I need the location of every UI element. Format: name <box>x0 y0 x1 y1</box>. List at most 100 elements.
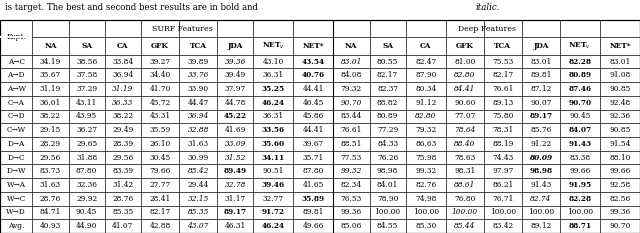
Text: 31.19: 31.19 <box>40 85 61 93</box>
Text: 31.17: 31.17 <box>225 195 246 203</box>
Text: 31.52: 31.52 <box>225 154 246 162</box>
Text: CA: CA <box>420 42 431 50</box>
Text: JDA: JDA <box>533 42 548 50</box>
Text: 76.53: 76.53 <box>341 195 362 203</box>
Text: 83.44: 83.44 <box>341 113 362 120</box>
Text: 99.36: 99.36 <box>609 209 630 216</box>
Text: 26.10: 26.10 <box>149 140 171 148</box>
Text: 84.41: 84.41 <box>454 85 476 93</box>
Text: 85.76: 85.76 <box>531 126 552 134</box>
Text: 75.80: 75.80 <box>492 113 513 120</box>
Text: 36.94: 36.94 <box>188 113 209 120</box>
Text: 33.56: 33.56 <box>262 126 285 134</box>
Text: 29.44: 29.44 <box>188 181 209 189</box>
Text: A→D: A→D <box>8 71 25 79</box>
Text: 36.31: 36.31 <box>263 71 284 79</box>
Text: 39.36: 39.36 <box>225 58 246 66</box>
Text: 35.67: 35.67 <box>40 71 61 79</box>
Text: 45.86: 45.86 <box>303 113 324 120</box>
Text: A→W: A→W <box>6 85 26 93</box>
Text: 81.00: 81.00 <box>454 58 476 66</box>
Text: A→C: A→C <box>8 58 25 66</box>
Text: 41.69: 41.69 <box>225 126 246 134</box>
Text: 100.00: 100.00 <box>490 209 516 216</box>
Text: 35.89: 35.89 <box>302 195 325 203</box>
Text: 38.22: 38.22 <box>113 113 133 120</box>
Text: 90.70: 90.70 <box>609 222 630 230</box>
Text: 41.70: 41.70 <box>149 85 171 93</box>
Text: 28.76: 28.76 <box>112 195 134 203</box>
Text: 90.60: 90.60 <box>454 99 476 107</box>
Text: 90.45: 90.45 <box>76 209 97 216</box>
Text: 85.44: 85.44 <box>454 222 476 230</box>
Text: 88.71: 88.71 <box>568 222 591 230</box>
Text: 87.80: 87.80 <box>76 167 97 175</box>
Text: 76.71: 76.71 <box>492 195 513 203</box>
Text: 33.84: 33.84 <box>112 58 133 66</box>
Text: 83.39: 83.39 <box>112 167 133 175</box>
Text: 45.72: 45.72 <box>149 99 171 107</box>
Text: italic.: italic. <box>476 3 500 13</box>
Text: 46.24: 46.24 <box>262 99 285 107</box>
Text: SURF Features: SURF Features <box>152 24 213 33</box>
Text: 91.08: 91.08 <box>609 71 630 79</box>
Text: 32.15: 32.15 <box>188 195 209 203</box>
Text: JDA: JDA <box>227 42 243 50</box>
Text: NET*: NET* <box>609 42 631 50</box>
Text: 39.46: 39.46 <box>262 181 285 189</box>
Text: SA: SA <box>382 42 393 50</box>
Text: NET*: NET* <box>303 42 324 50</box>
Text: 89.17: 89.17 <box>223 209 247 216</box>
Text: 39.67: 39.67 <box>303 140 324 148</box>
Text: 46.24: 46.24 <box>262 222 285 230</box>
Text: 33.90: 33.90 <box>188 85 209 93</box>
Text: 28.39: 28.39 <box>112 140 133 148</box>
Text: 82.34: 82.34 <box>341 181 362 189</box>
Text: 90.70: 90.70 <box>568 99 591 107</box>
Text: 33.09: 33.09 <box>225 140 246 148</box>
Text: 46.31: 46.31 <box>225 222 246 230</box>
Text: 44.41: 44.41 <box>303 85 324 93</box>
Text: 36.33: 36.33 <box>112 99 134 107</box>
Text: D→W: D→W <box>6 167 26 175</box>
Text: 78.63: 78.63 <box>454 154 476 162</box>
Text: W→C: W→C <box>6 195 26 203</box>
Text: 43.54: 43.54 <box>302 58 325 66</box>
Text: 35.71: 35.71 <box>303 154 324 162</box>
Text: 28.76: 28.76 <box>40 195 61 203</box>
Text: GFK: GFK <box>151 42 169 50</box>
Text: 89.12: 89.12 <box>531 222 552 230</box>
Text: 74.43: 74.43 <box>492 154 513 162</box>
Text: 84.71: 84.71 <box>40 209 61 216</box>
Text: NET$_v$: NET$_v$ <box>568 41 591 51</box>
Text: 77.07: 77.07 <box>454 113 476 120</box>
Text: 85.35: 85.35 <box>188 209 209 216</box>
Text: 75.53: 75.53 <box>492 58 513 66</box>
Text: 83.01: 83.01 <box>340 58 362 66</box>
Text: 34.40: 34.40 <box>149 71 171 79</box>
Text: TCA: TCA <box>494 42 511 50</box>
Text: 100.00: 100.00 <box>567 209 593 216</box>
Text: 79.32: 79.32 <box>415 126 436 134</box>
Text: 90.70: 90.70 <box>340 99 362 107</box>
Text: 84.08: 84.08 <box>340 71 362 79</box>
Text: 84.07: 84.07 <box>568 126 591 134</box>
Text: 34.11: 34.11 <box>262 154 285 162</box>
Text: 99.66: 99.66 <box>609 167 630 175</box>
Text: 89.17: 89.17 <box>529 113 552 120</box>
Text: 91.72: 91.72 <box>262 209 285 216</box>
Text: GFK: GFK <box>456 42 474 50</box>
Text: C→A: C→A <box>8 99 25 107</box>
Text: 39.49: 39.49 <box>225 71 246 79</box>
Text: 36.27: 36.27 <box>76 126 97 134</box>
Text: 83.01: 83.01 <box>531 58 552 66</box>
Text: 27.77: 27.77 <box>149 181 171 189</box>
Text: D→A: D→A <box>8 140 25 148</box>
Text: 90.45: 90.45 <box>570 113 591 120</box>
Text: 38.22: 38.22 <box>40 113 61 120</box>
Text: 87.80: 87.80 <box>303 167 324 175</box>
Text: 43.07: 43.07 <box>188 222 209 230</box>
Text: 83.42: 83.42 <box>492 222 513 230</box>
Text: 89.49: 89.49 <box>223 167 247 175</box>
Text: 82.17: 82.17 <box>492 71 513 79</box>
